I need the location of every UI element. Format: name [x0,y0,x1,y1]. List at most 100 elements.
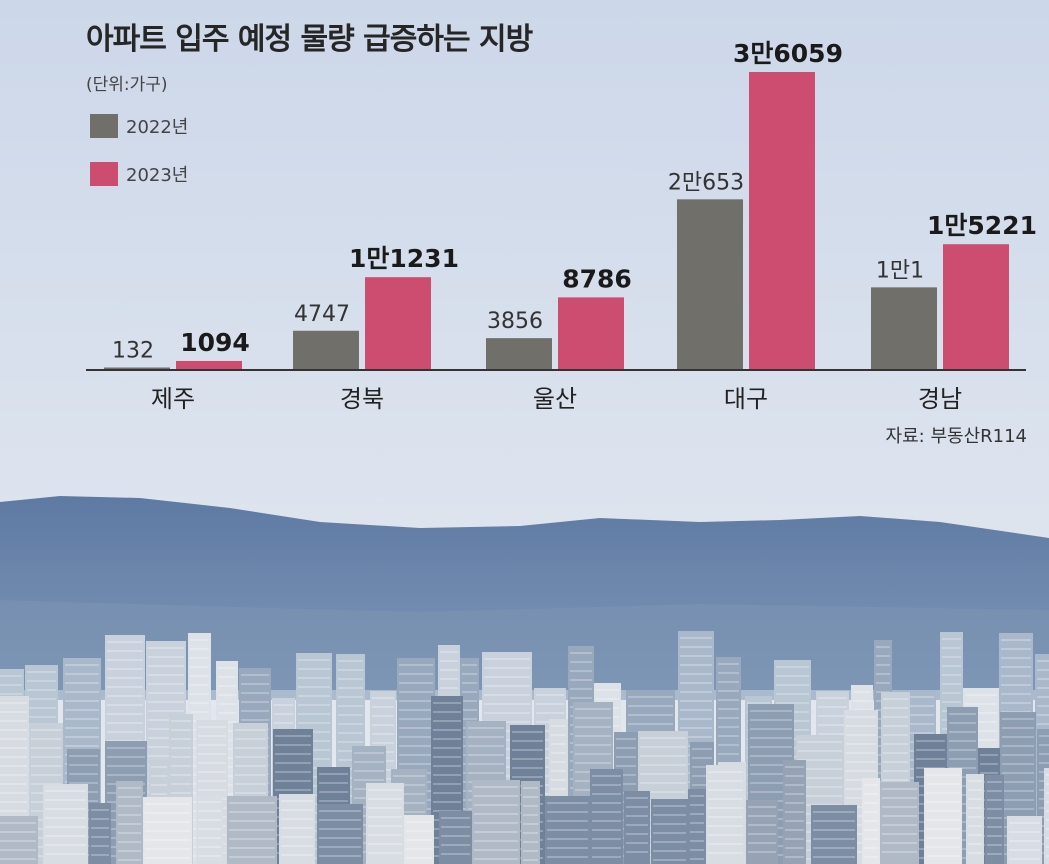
data-label: 8786 [562,264,632,293]
building-window-row [399,709,433,711]
building-window-row [616,774,636,776]
building-window-row [818,706,847,708]
building-window-row [987,790,1002,792]
building-window-row [949,785,976,787]
building-window-row [1009,849,1040,851]
building [783,760,806,864]
building-window-row [1039,744,1049,746]
building-window-row [968,816,982,818]
building-window-row [547,811,588,813]
building-window-row [680,718,712,720]
building-window-row [708,843,743,845]
building-window-row [474,795,518,797]
building-window-row [628,705,673,707]
building-window-row [298,686,330,688]
building-window-row [898,723,934,725]
building-window-row [241,701,269,703]
building-window-row [680,673,712,675]
building-window-row [145,821,190,823]
data-label: 1만1 [876,258,924,283]
building-window-row [0,822,36,824]
building-window-row [616,738,636,740]
building-window-row [1002,736,1034,738]
building-window-row [0,810,27,812]
building-window-row [319,800,348,802]
building-window-row [882,824,917,826]
building-window-row [65,745,99,747]
legend-label-2022: 2022년 [126,117,189,138]
building-window-row [27,680,56,682]
building-window-row [433,702,461,704]
building-window-row [0,720,27,722]
building-window-row [440,678,458,680]
building-window-row [680,664,712,666]
building-window-row [281,845,313,847]
building-window-row [275,771,311,773]
building-window-row [198,828,221,830]
building-window-row [474,813,518,815]
building-window-row [853,691,871,693]
building-window-row [298,758,330,760]
building-window-row [653,805,686,807]
building-window-row [570,688,592,690]
building-window-row [190,684,209,686]
building-window-row [1002,781,1034,783]
building-window-row [107,704,143,706]
building-window-row [776,702,809,704]
building-window-row [372,697,394,699]
building-window-row [393,793,425,795]
building-window-row [818,697,847,699]
building-window-row [748,806,776,808]
building-window-row [813,847,855,849]
building-window-row [680,637,712,639]
building-window-row [107,731,143,733]
building-window-row [864,820,878,822]
building-window-row [484,766,530,768]
building-window-row [1001,675,1031,677]
building-window-row [27,707,56,709]
building-window-row [484,712,530,714]
building-window-row [926,819,960,821]
building-window-row [551,779,566,781]
building-window-row [190,648,209,650]
building-window-row [942,647,961,649]
bar-chart: 132 1094 제주 4747 1만1231 경북 3856 8786 울산 2만653 3만60… [86,39,1037,413]
building-window-row [575,717,611,719]
building-window-row [853,700,871,702]
building-window-row [653,859,686,861]
building-window-row [338,750,363,752]
building-window-row [692,757,712,759]
building-window-row [718,681,739,683]
building-window-row [107,722,143,724]
building [651,799,688,864]
building-window-row [198,810,221,812]
building-window-row [235,783,266,785]
building-window-row [198,762,226,764]
building-window-row [813,856,855,858]
building-window-row [1002,808,1034,810]
building-window-row [864,847,878,849]
building-window-row [1009,840,1040,842]
building-window-row [171,720,191,722]
building-window-row [484,658,530,660]
building-window-row [399,700,433,702]
building-window-row [393,811,425,813]
building-window-row [926,846,960,848]
data-label: 1094 [180,328,250,357]
legend-swatch-2022 [90,114,118,138]
building-window-row [229,820,275,822]
building-window-row [484,676,530,678]
building-window-row [864,811,878,813]
building-window-row [468,727,504,729]
building-window-row [368,843,402,845]
building-window-row [145,830,190,832]
building-window-row [846,752,876,754]
building-window-row [406,821,432,823]
building-window-row [198,753,226,755]
building-window-row [968,780,982,782]
building-window-row [916,740,945,742]
building-window-row [484,667,530,669]
building-window-row [653,841,686,843]
building [404,815,434,864]
building [688,789,706,864]
